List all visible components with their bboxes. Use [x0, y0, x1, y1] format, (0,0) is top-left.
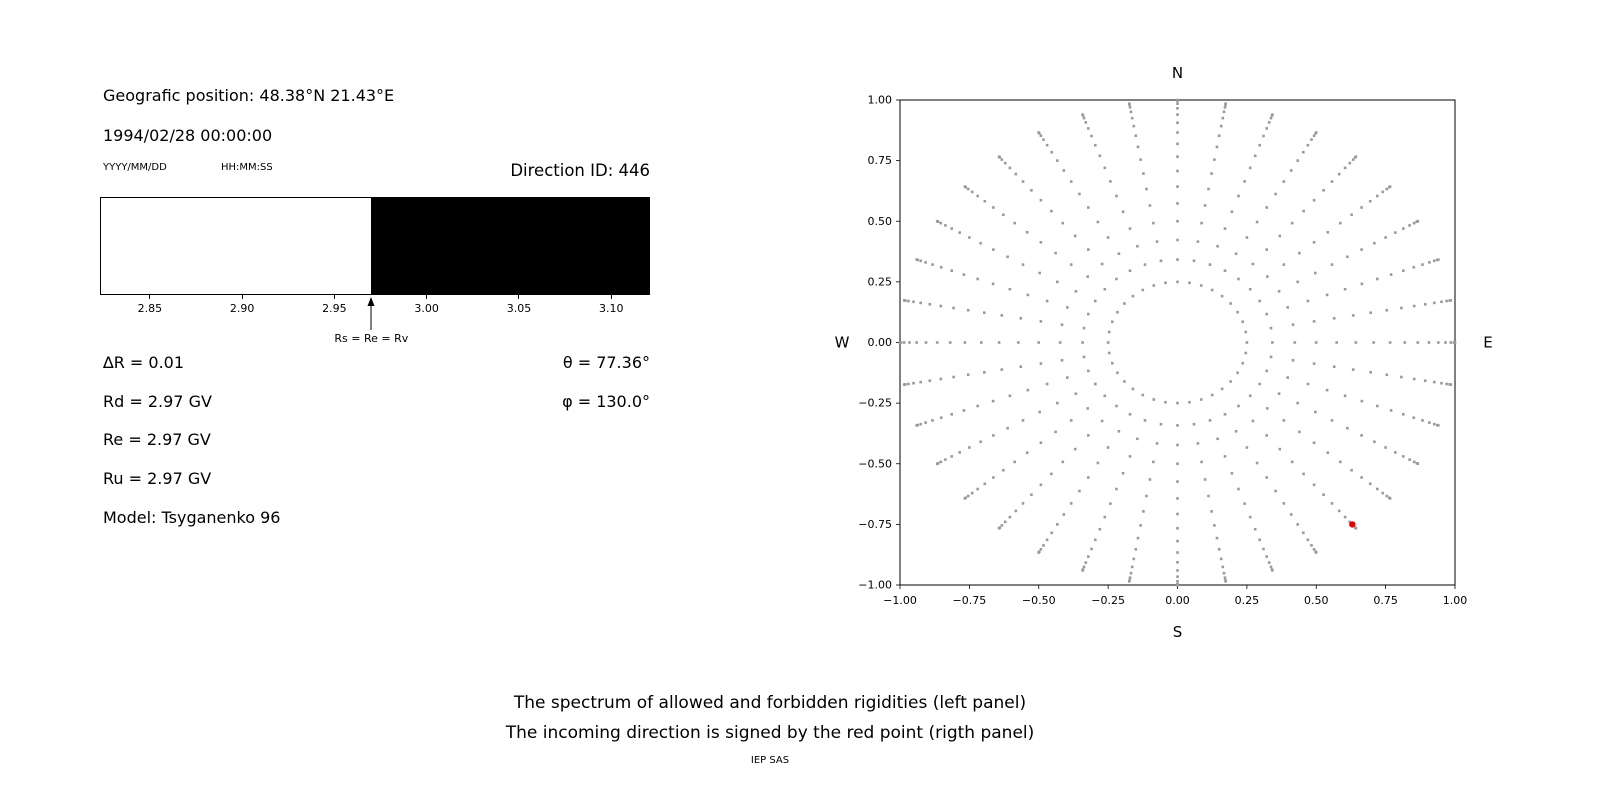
x-tick-label: 3.10 [598, 302, 624, 315]
x-tick-label: 2.85 [137, 302, 163, 315]
y-tick-label: 0.75 [868, 154, 893, 167]
direction-scatter-chart: −1.00 −0.75 −0.50 −0.25 0.00 0.25 0.50 0.75 1.00… [835, 64, 1493, 641]
x-tick-label: 0.00 [1165, 594, 1190, 607]
boundary-arrow-label: Rs = Re = Rv [334, 332, 409, 345]
plot-axes-ticks: −1.00 −0.75 −0.50 −0.25 0.00 0.25 0.50 0.75 1.00… [858, 94, 1467, 608]
x-tick-label: −0.50 [1022, 594, 1056, 607]
param-delta-r: ∆R = 0.01 [103, 353, 185, 372]
date-format-label: YYYY/MM/DD [103, 162, 167, 173]
compass-label-west: W [835, 334, 850, 352]
param-model: Model: Tsyganenko 96 [103, 508, 281, 527]
param-re: Re = 2.97 GV [103, 430, 211, 449]
x-tick-label: 0.50 [1304, 594, 1329, 607]
boundary-arrow-icon [367, 297, 375, 330]
time-format-label: HH:MM:SS [221, 162, 273, 173]
y-tick-label: 0.50 [868, 215, 893, 228]
y-tick-label: −1.00 [858, 579, 892, 592]
geo-position-text: Geografic position: 48.38°N 21.43°E [103, 86, 395, 105]
compass-label-north: N [1172, 64, 1183, 82]
x-tick-label: 0.25 [1235, 594, 1260, 607]
allowed-region [100, 197, 650, 295]
caption-line-1: The spectrum of allowed and forbidden ri… [513, 693, 1027, 713]
x-tick-label: 2.90 [229, 302, 255, 315]
x-tick-mark [241, 295, 243, 299]
x-tick-label: 2.95 [322, 302, 347, 315]
y-tick-label: 1.00 [868, 94, 893, 107]
caption-line-2: The incoming direction is signed by the … [505, 723, 1035, 743]
compass-label-east: E [1483, 334, 1492, 352]
figure-caption: The spectrum of allowed and forbidden ri… [0, 688, 1540, 768]
datetime-text: 1994/02/28 00:00:00 [103, 126, 273, 145]
red-point-marker [1349, 521, 1356, 528]
compass-label-south: S [1173, 623, 1183, 641]
param-rd: Rd = 2.97 GV [103, 392, 212, 411]
x-tick-mark [610, 295, 612, 299]
param-ru: Ru = 2.97 GV [103, 469, 212, 488]
x-tick-mark [518, 295, 520, 299]
direction-grid-points [898, 98, 1457, 587]
x-tick-label: 3.00 [414, 302, 439, 315]
x-tick-label: −1.00 [883, 594, 917, 607]
x-tick-label: 0.75 [1373, 594, 1398, 607]
x-tick-mark [426, 295, 428, 299]
param-theta: θ = 77.36° [562, 353, 650, 372]
rigidity-spectrum-chart: 2.85 2.90 2.95 3.00 3.05 3.10 Rs = Re = Rv [100, 197, 650, 372]
plot-frame [899, 99, 1456, 586]
credit-text: IEP SAS [750, 755, 790, 766]
compass-labels: N S W E [835, 64, 1493, 641]
y-tick-label: 0.00 [868, 336, 893, 349]
x-tick-label: 1.00 [1443, 594, 1468, 607]
x-tick-label: −0.75 [953, 594, 987, 607]
x-tick-label: 3.05 [506, 302, 532, 315]
y-tick-label: −0.25 [858, 397, 892, 410]
param-phi: φ = 130.0° [562, 392, 650, 411]
direction-id-text: Direction ID: 446 [510, 161, 650, 180]
x-tick-mark [149, 295, 151, 299]
y-tick-label: 0.25 [868, 275, 893, 288]
forbidden-region [371, 198, 649, 294]
y-tick-label: −0.50 [858, 457, 892, 470]
x-tick-mark [333, 295, 335, 299]
y-tick-label: −0.75 [858, 518, 892, 531]
x-tick-label: −0.25 [1091, 594, 1125, 607]
